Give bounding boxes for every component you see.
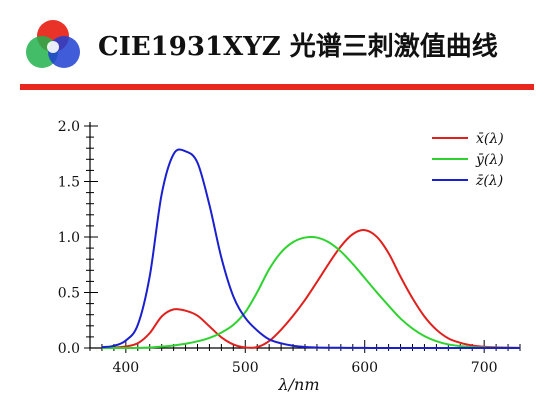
series-line-2 bbox=[101, 235, 521, 350]
series-line-3 bbox=[101, 148, 520, 350]
chart-series bbox=[101, 148, 521, 350]
slide-header: CIE1931XYZ 光谱三刺激值曲线 bbox=[0, 0, 554, 92]
x-tick-label: 700 bbox=[471, 360, 498, 376]
legend-label: z̄(λ) bbox=[475, 173, 503, 189]
rgb-color-circles-icon bbox=[26, 20, 80, 68]
y-tick-label: 1.5 bbox=[58, 175, 80, 191]
x-tick-label: 500 bbox=[232, 360, 259, 376]
x-tick-label: 600 bbox=[351, 360, 378, 376]
x-axis-label: λ/nm bbox=[277, 375, 319, 394]
chart-axes: 400 500 600 700 0.0 0.5 1.0 1.5 2.0 bbox=[58, 119, 521, 376]
y-tick-label: 1.0 bbox=[58, 230, 80, 246]
page-title: CIE1931XYZ 光谱三刺激值曲线 bbox=[98, 32, 498, 62]
series-line-1 bbox=[101, 229, 521, 349]
spectral-tristimulus-chart: 400 500 600 700 0.0 0.5 1.0 1.5 2.0 x̄(λ) ȳ(λ) z̄(… bbox=[58, 119, 521, 394]
legend-label: ȳ(λ) bbox=[475, 152, 504, 168]
chart-legend: x̄(λ) ȳ(λ) z̄(λ) bbox=[432, 131, 504, 189]
y-tick-label: 0.5 bbox=[58, 286, 80, 302]
x-tick-label: 400 bbox=[112, 360, 139, 376]
legend-label: x̄(λ) bbox=[476, 131, 504, 147]
header-divider bbox=[20, 84, 534, 90]
y-tick-label: 0.0 bbox=[58, 341, 80, 357]
y-tick-label: 2.0 bbox=[58, 119, 80, 135]
